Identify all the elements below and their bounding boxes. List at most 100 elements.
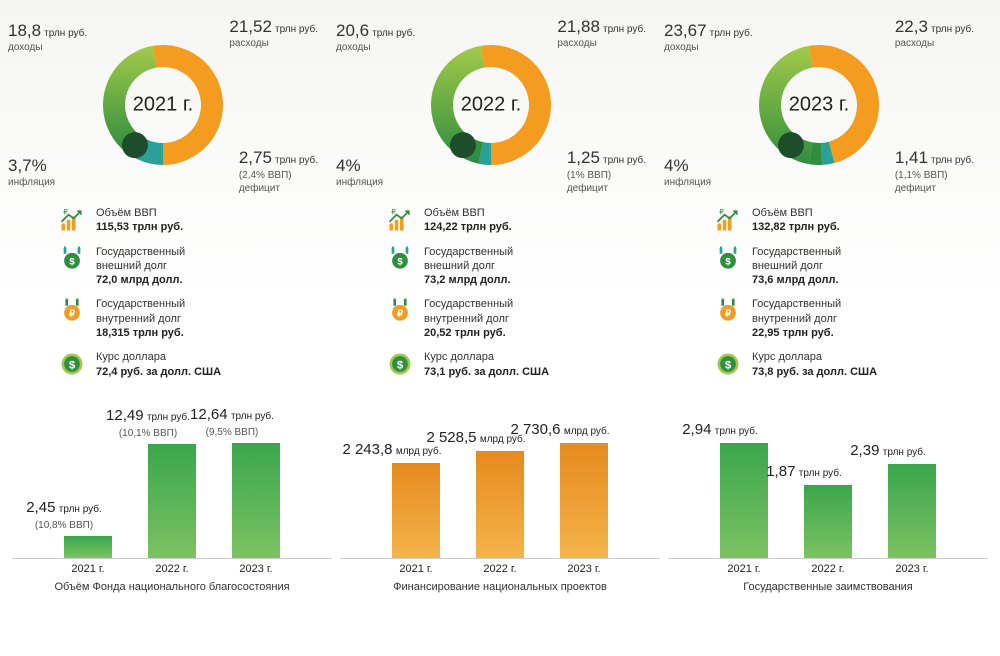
svg-text:₽: ₽	[69, 309, 76, 320]
stat-value: 73,6 млрд долл.	[752, 273, 841, 287]
stat-row: ₽ Объём ВВП 132,82 трлн руб.	[714, 206, 992, 235]
stat-title: Объём ВВП	[96, 206, 183, 220]
bar-value-label: 2 730,6 млрд руб.	[500, 421, 620, 439]
bar-column	[473, 451, 527, 557]
bar	[560, 443, 608, 558]
int-icon: ₽	[58, 297, 86, 325]
expense-label: 21,88 трлн руб. расходы	[557, 16, 646, 51]
ext-icon: $	[714, 245, 742, 273]
bar-row: 2,45 трлн руб. (10,8% ВВП) 12,49 трлн ру…	[0, 389, 1000, 593]
axis-label: 2021 г.	[389, 563, 443, 575]
usd-icon: $	[386, 350, 414, 378]
axis-label: 2023 г.	[229, 563, 283, 575]
deficit-label: 1,41 трлн руб. (1,1% ВВП) дефицит	[895, 147, 974, 196]
bar-value-label: 12,64 трлн руб. (9,5% ВВП)	[172, 406, 292, 439]
income-label: 18,8 трлн руб. доходы	[8, 20, 87, 55]
year-label: 2023 г.	[789, 94, 849, 117]
svg-text:₽: ₽	[725, 309, 732, 320]
stat-title: Государственныйвнутренний долг	[96, 297, 185, 326]
bars-area: 2,45 трлн руб. (10,8% ВВП) 12,49 трлн ру…	[12, 399, 332, 559]
inflation-dot	[122, 132, 148, 158]
axis-label: 2022 г.	[145, 563, 199, 575]
axis-label: 2022 г.	[473, 563, 527, 575]
inflation-label: 3,7% инфляция	[8, 155, 55, 190]
stat-value: 115,53 трлн руб.	[96, 220, 183, 234]
svg-text:$: $	[725, 256, 731, 267]
svg-text:₽: ₽	[719, 208, 724, 216]
stat-row: ₽ Объём ВВП 115,53 трлн руб.	[58, 206, 336, 235]
bar-chart: 2,45 трлн руб. (10,8% ВВП) 12,49 трлн ру…	[12, 399, 332, 593]
bar	[476, 451, 524, 557]
bar-column	[145, 444, 199, 558]
gdp-icon: ₽	[386, 206, 414, 234]
axis-label: 2023 г.	[557, 563, 611, 575]
bar-column	[61, 536, 115, 558]
stat-row: ₽ Государственныйвнутренний долг 22,95 т…	[714, 297, 992, 340]
stat-title: Объём ВВП	[424, 206, 512, 220]
axis-label: 2021 г.	[61, 563, 115, 575]
bar-column	[801, 485, 855, 558]
svg-text:$: $	[397, 256, 403, 267]
bar	[392, 463, 440, 557]
stat-title: Курс доллара	[96, 350, 221, 364]
year-block: 23,67 трлн руб. доходы 22,3 трлн руб. ра…	[664, 10, 992, 389]
chart-title: Объём Фонда национального благосостояния	[12, 581, 332, 593]
svg-text:$: $	[725, 360, 732, 372]
stat-row: $ Государственныйвнешний долг 73,2 млрд …	[386, 245, 664, 288]
stat-value: 124,22 трлн руб.	[424, 220, 512, 234]
inflation-label: 4% инфляция	[336, 155, 383, 190]
chart-title: Государственные заимствования	[668, 581, 988, 593]
stat-title: Курс доллара	[752, 350, 877, 364]
stats-list: ₽ Объём ВВП 132,82 трлн руб. $ Государст…	[664, 206, 992, 379]
bar-chart: 2,94 трлн руб. 1,87 трлн руб. 2,39 трлн …	[668, 399, 988, 593]
svg-text:₽: ₽	[63, 208, 68, 216]
svg-text:₽: ₽	[391, 208, 396, 216]
stat-row: ₽ Государственныйвнутренний долг 18,315 …	[58, 297, 336, 340]
svg-text:₽: ₽	[397, 309, 404, 320]
stats-list: ₽ Объём ВВП 124,22 трлн руб. $ Государст…	[336, 206, 664, 379]
ext-icon: $	[58, 245, 86, 273]
stat-title: Курс доллара	[424, 350, 549, 364]
svg-text:$: $	[69, 360, 76, 372]
income-label: 23,67 трлн руб. доходы	[664, 20, 753, 55]
year-block: 18,8 трлн руб. доходы 21,52 трлн руб. ра…	[8, 10, 336, 389]
stat-value: 132,82 трлн руб.	[752, 220, 840, 234]
bar	[804, 485, 852, 558]
deficit-label: 2,75 трлн руб. (2,4% ВВП) дефицит	[239, 147, 318, 196]
bar-value-label: 2,45 трлн руб. (10,8% ВВП)	[4, 499, 124, 532]
axis: 2021 г. 2022 г. 2023 г.	[12, 563, 332, 575]
bar-value-label: 2,39 трлн руб.	[828, 442, 948, 460]
year-block: 20,6 трлн руб. доходы 21,88 трлн руб. ра…	[336, 10, 664, 389]
bars-area: 2 243,8 млрд руб. 2 528,5 млрд руб. 2 73…	[340, 399, 660, 559]
stat-row: ₽ Объём ВВП 124,22 трлн руб.	[386, 206, 664, 235]
bar	[232, 443, 280, 558]
bars-area: 2,94 трлн руб. 1,87 трлн руб. 2,39 трлн …	[668, 399, 988, 559]
stat-title: Государственныйвнешний долг	[424, 245, 513, 274]
svg-text:$: $	[397, 360, 404, 372]
bar-column	[717, 443, 771, 558]
svg-text:$: $	[69, 256, 75, 267]
stat-title: Объём ВВП	[752, 206, 840, 220]
axis-label: 2021 г.	[717, 563, 771, 575]
stat-value: 18,315 трлн руб.	[96, 326, 185, 340]
bar	[888, 464, 936, 557]
inflation-dot	[450, 132, 476, 158]
bar-value-label: 1,87 трлн руб.	[744, 463, 864, 481]
year-label: 2021 г.	[133, 94, 193, 117]
stat-value: 72,4 руб. за долл. США	[96, 365, 221, 379]
usd-icon: $	[714, 350, 742, 378]
bar-chart: 2 243,8 млрд руб. 2 528,5 млрд руб. 2 73…	[340, 399, 660, 593]
year-label: 2022 г.	[461, 94, 521, 117]
income-label: 20,6 трлн руб. доходы	[336, 20, 415, 55]
stat-title: Государственныйвнешний долг	[752, 245, 841, 274]
bar-column	[229, 443, 283, 558]
int-icon: ₽	[714, 297, 742, 325]
deficit-label: 1,25 трлн руб. (1% ВВП) дефицит	[567, 147, 646, 196]
ext-icon: $	[386, 245, 414, 273]
expense-label: 21,52 трлн руб. расходы	[229, 16, 318, 51]
bar	[64, 536, 112, 558]
stat-value: 73,2 млрд долл.	[424, 273, 513, 287]
stat-row: $ Государственныйвнешний долг 72,0 млрд …	[58, 245, 336, 288]
bar	[720, 443, 768, 558]
gdp-icon: ₽	[58, 206, 86, 234]
